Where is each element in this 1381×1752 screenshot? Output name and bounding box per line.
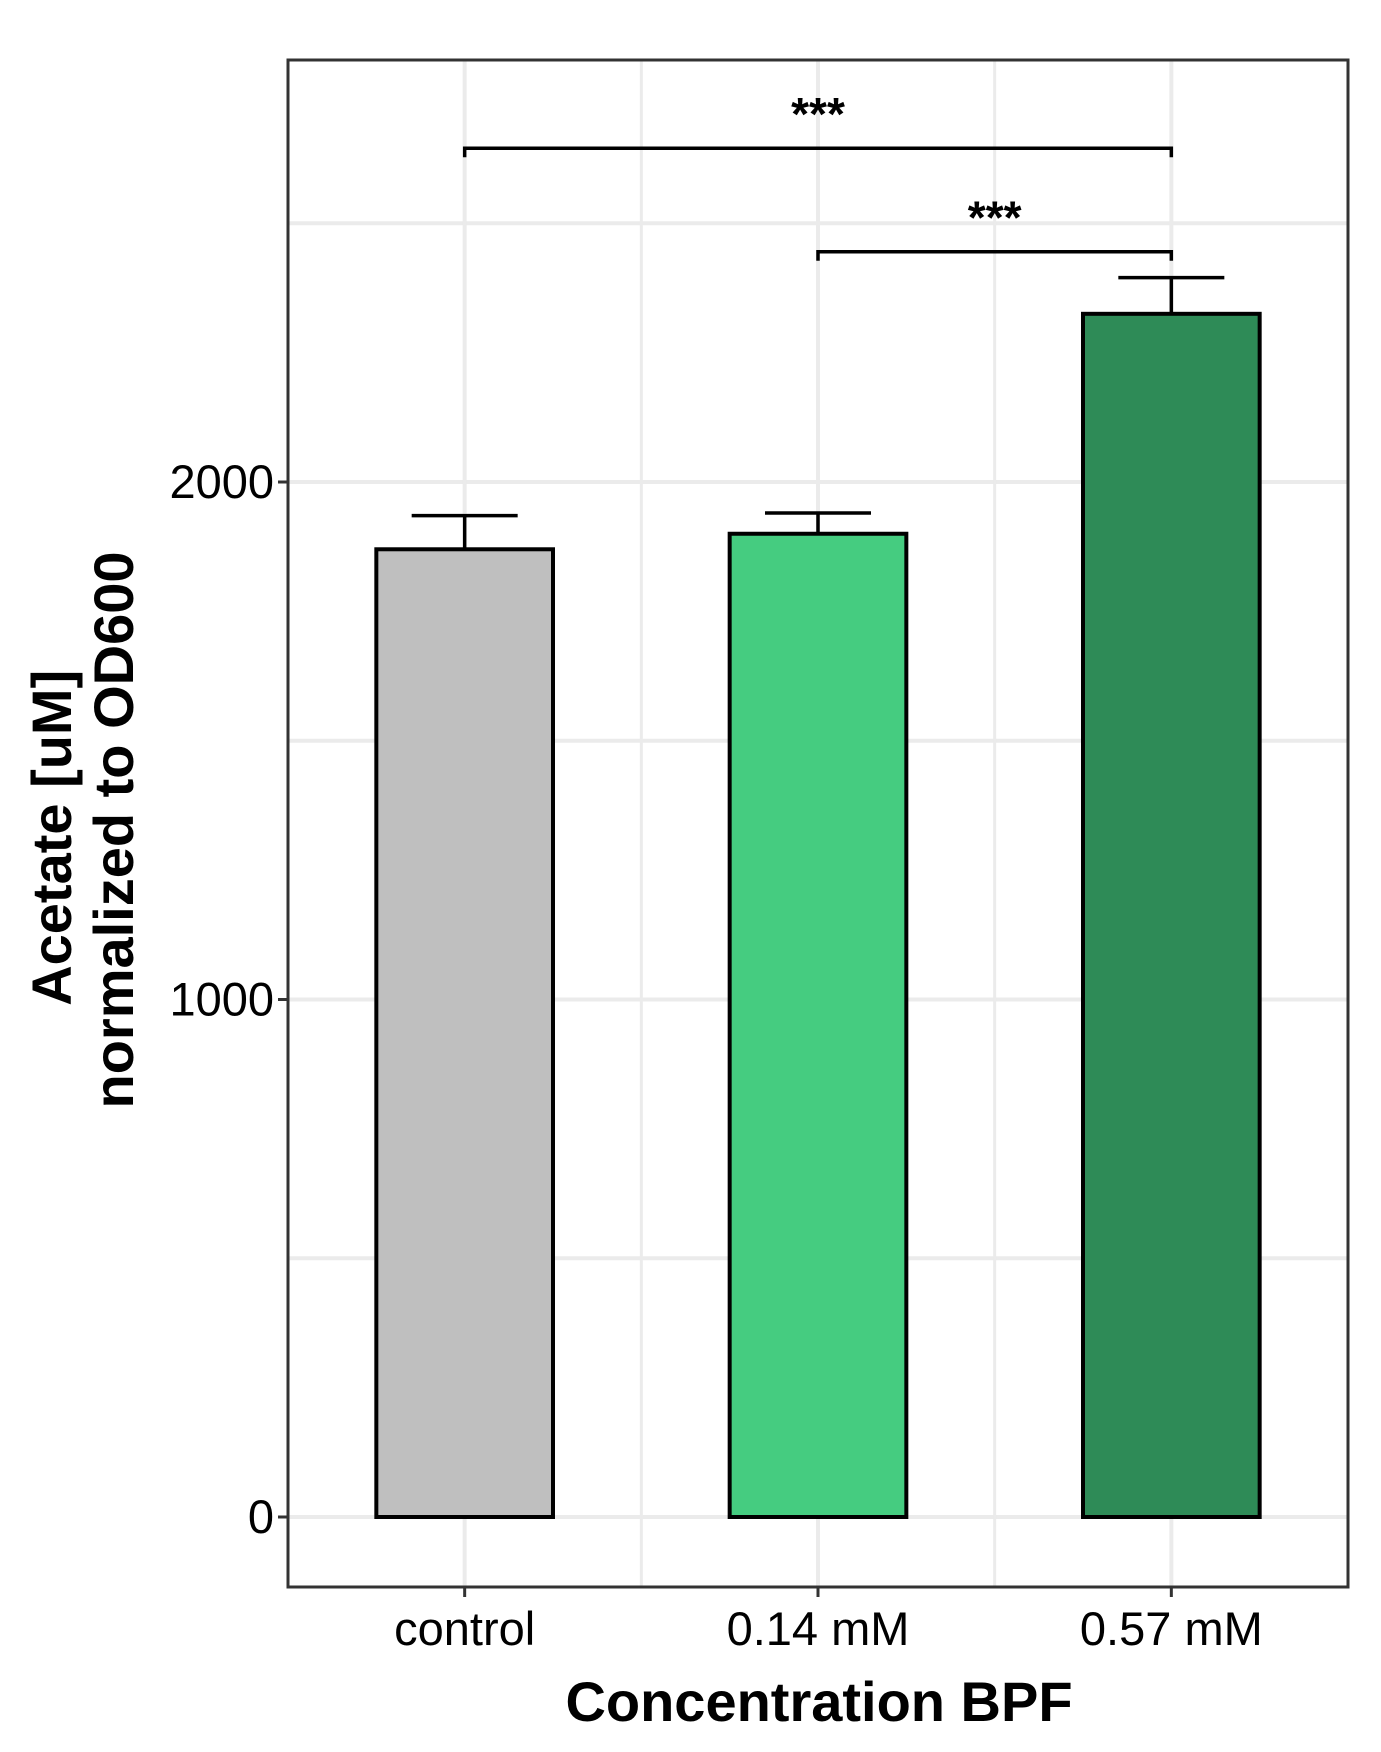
significance-label: *** [968, 192, 1022, 244]
error-bars [411, 275, 1225, 550]
y-tick-label: 0 [248, 1490, 274, 1543]
bar-control [374, 547, 556, 1519]
significance-brackets: *** *** [462, 88, 1174, 261]
bar-0-57-mm [1081, 311, 1262, 1519]
significance-label: *** [791, 88, 845, 140]
y-axis: 0 1000 2000 [169, 455, 288, 1543]
significance-bracket [462, 146, 1174, 158]
x-axis: control 0.14 mM 0.57 mM [394, 1587, 1263, 1655]
bar-0-14-mm [727, 531, 909, 1519]
y-axis-title-line-1: Acetate [uM] [20, 670, 83, 1006]
x-tick-label: control [394, 1602, 535, 1655]
x-tick-label: 0.57 mM [1080, 1602, 1263, 1655]
y-tick-label: 2000 [169, 455, 274, 508]
bars [374, 311, 1262, 1519]
y-axis-title-line-2: normalized to OD600 [82, 551, 145, 1108]
significance-bracket [816, 249, 1174, 261]
y-tick-label: 1000 [169, 973, 274, 1026]
y-axis-title: Acetate [uM] normalized to OD600 [20, 551, 145, 1108]
x-axis-title: Concentration BPF [565, 1670, 1072, 1733]
x-tick-label: 0.14 mM [727, 1602, 910, 1655]
